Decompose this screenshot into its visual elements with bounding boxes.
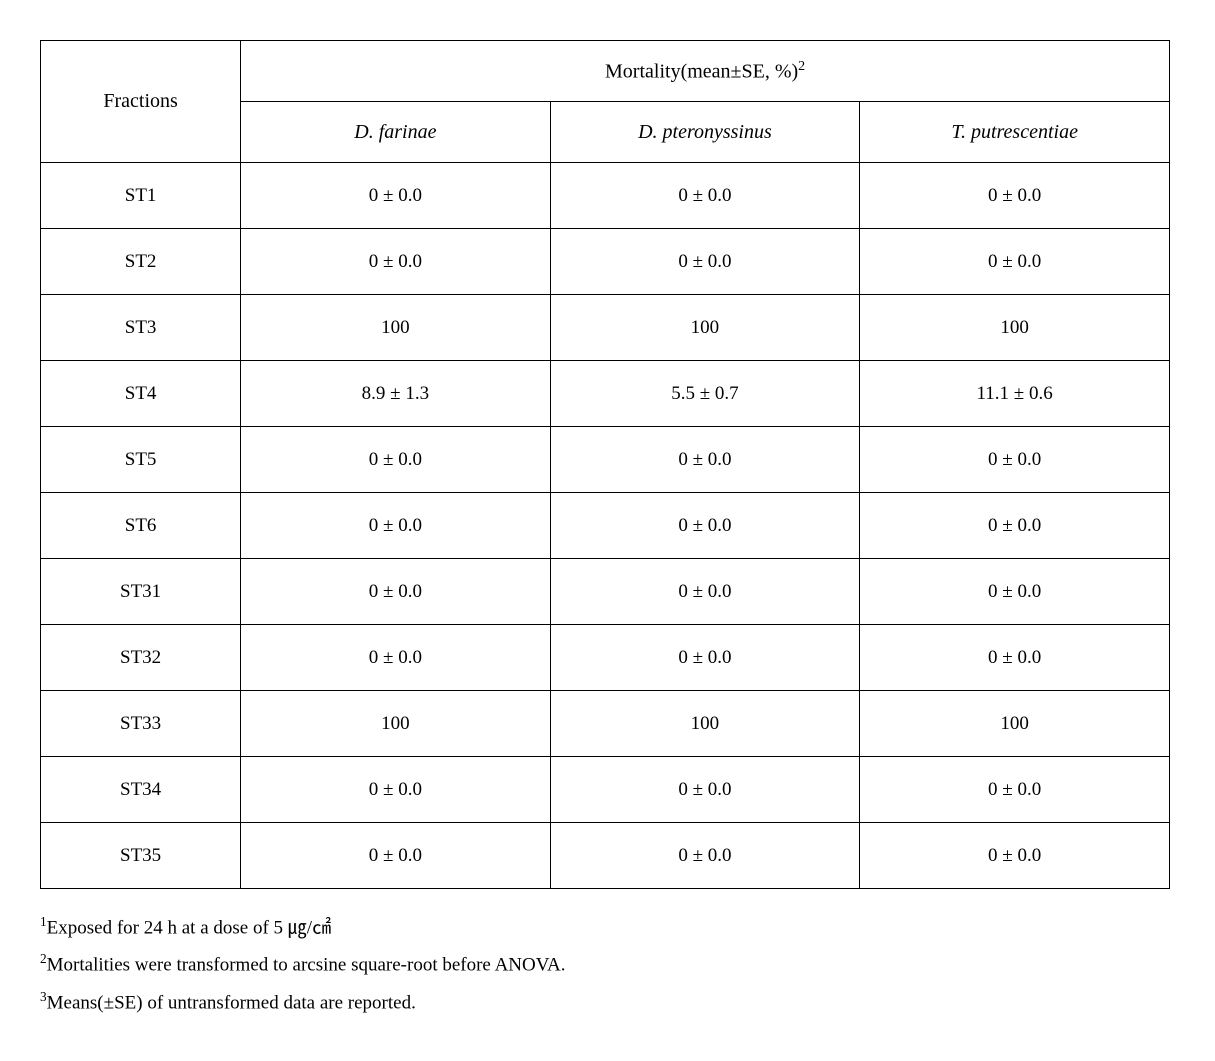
footnotes-section: 1Exposed for 24 h at a dose of 5 ㎍/㎠ 2Mo… [40, 909, 1175, 1021]
value-cell: 5.5 ± 0.7 [550, 361, 860, 427]
value-cell: 100 [860, 295, 1170, 361]
value-cell: 0 ± 0.0 [550, 823, 860, 889]
table-row: ST33100100100 [41, 691, 1170, 757]
fraction-cell: ST34 [41, 757, 241, 823]
species-header-2: D. pteronyssinus [550, 102, 860, 163]
fraction-cell: ST32 [41, 625, 241, 691]
fraction-cell: ST2 [41, 229, 241, 295]
value-cell: 0 ± 0.0 [241, 493, 550, 559]
footnote-1-sup: 1 [40, 914, 47, 929]
value-cell: 100 [241, 691, 550, 757]
table-row: ST50 ± 0.00 ± 0.00 ± 0.0 [41, 427, 1170, 493]
fraction-cell: ST35 [41, 823, 241, 889]
value-cell: 0 ± 0.0 [241, 823, 550, 889]
fractions-column-header: Fractions [41, 41, 241, 163]
species-header-3: T. putrescentiae [860, 102, 1170, 163]
mortality-table: Fractions Mortality(mean±SE, %)2 D. fari… [40, 40, 1170, 889]
value-cell: 0 ± 0.0 [860, 163, 1170, 229]
fraction-cell: ST3 [41, 295, 241, 361]
value-cell: 0 ± 0.0 [241, 229, 550, 295]
table-row: ST340 ± 0.00 ± 0.00 ± 0.0 [41, 757, 1170, 823]
value-cell: 0 ± 0.0 [550, 625, 860, 691]
fraction-cell: ST31 [41, 559, 241, 625]
footnote-1: 1Exposed for 24 h at a dose of 5 ㎍/㎠ [40, 909, 1175, 946]
table-row: ST3100100100 [41, 295, 1170, 361]
fraction-cell: ST1 [41, 163, 241, 229]
table-row: ST310 ± 0.00 ± 0.00 ± 0.0 [41, 559, 1170, 625]
value-cell: 0 ± 0.0 [860, 427, 1170, 493]
fraction-cell: ST5 [41, 427, 241, 493]
fraction-cell: ST6 [41, 493, 241, 559]
value-cell: 0 ± 0.0 [241, 559, 550, 625]
value-cell: 0 ± 0.0 [241, 757, 550, 823]
value-cell: 0 ± 0.0 [550, 757, 860, 823]
footnote-3-text: Means(±SE) of untransformed data are rep… [47, 992, 416, 1013]
table-row: ST320 ± 0.00 ± 0.00 ± 0.0 [41, 625, 1170, 691]
footnote-3: 3Means(±SE) of untransformed data are re… [40, 984, 1175, 1021]
value-cell: 0 ± 0.0 [550, 229, 860, 295]
value-cell: 100 [241, 295, 550, 361]
value-cell: 0 ± 0.0 [860, 757, 1170, 823]
value-cell: 0 ± 0.0 [860, 559, 1170, 625]
footnote-1-text: Exposed for 24 h at a dose of 5 ㎍/㎠ [47, 917, 331, 938]
value-cell: 0 ± 0.0 [550, 559, 860, 625]
footnote-3-sup: 3 [40, 989, 47, 1004]
value-cell: 0 ± 0.0 [241, 625, 550, 691]
value-cell: 100 [550, 691, 860, 757]
value-cell: 100 [550, 295, 860, 361]
value-cell: 0 ± 0.0 [241, 163, 550, 229]
value-cell: 0 ± 0.0 [550, 493, 860, 559]
footnote-2: 2Mortalities were transformed to arcsine… [40, 946, 1175, 983]
fraction-cell: ST33 [41, 691, 241, 757]
species-header-1: D. farinae [241, 102, 550, 163]
mortality-header-text: Mortality(mean±SE, %) [605, 60, 798, 82]
value-cell: 0 ± 0.0 [860, 823, 1170, 889]
value-cell: 0 ± 0.0 [550, 427, 860, 493]
fraction-cell: ST4 [41, 361, 241, 427]
value-cell: 0 ± 0.0 [550, 163, 860, 229]
mortality-header-sup: 2 [798, 59, 805, 74]
mortality-column-header: Mortality(mean±SE, %)2 [241, 41, 1170, 102]
table-row: ST10 ± 0.00 ± 0.00 ± 0.0 [41, 163, 1170, 229]
table-row: ST350 ± 0.00 ± 0.00 ± 0.0 [41, 823, 1170, 889]
value-cell: 8.9 ± 1.3 [241, 361, 550, 427]
footnote-2-sup: 2 [40, 951, 47, 966]
table-row: ST48.9 ± 1.35.5 ± 0.711.1 ± 0.6 [41, 361, 1170, 427]
footnote-2-text: Mortalities were transformed to arcsine … [47, 955, 566, 976]
value-cell: 100 [860, 691, 1170, 757]
value-cell: 0 ± 0.0 [860, 493, 1170, 559]
value-cell: 0 ± 0.0 [860, 229, 1170, 295]
value-cell: 0 ± 0.0 [241, 427, 550, 493]
value-cell: 0 ± 0.0 [860, 625, 1170, 691]
table-body: ST10 ± 0.00 ± 0.00 ± 0.0ST20 ± 0.00 ± 0.… [41, 163, 1170, 889]
value-cell: 11.1 ± 0.6 [860, 361, 1170, 427]
table-row: ST60 ± 0.00 ± 0.00 ± 0.0 [41, 493, 1170, 559]
table-row: ST20 ± 0.00 ± 0.00 ± 0.0 [41, 229, 1170, 295]
